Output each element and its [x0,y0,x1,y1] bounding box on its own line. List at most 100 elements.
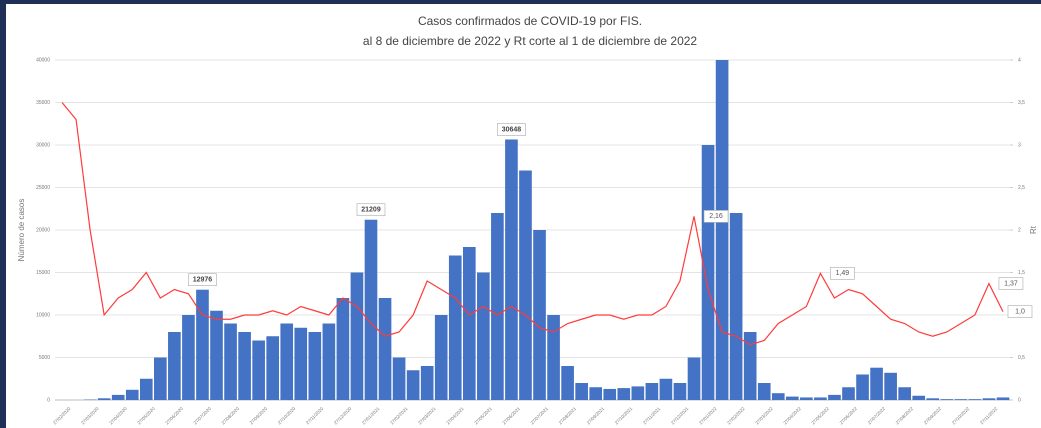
bar [182,315,195,400]
bar [842,387,855,400]
bar [125,389,139,400]
bar [743,332,757,400]
bar [378,298,392,400]
y2-tick-label: 3 [1018,142,1021,148]
bar [280,323,294,400]
y-tick-label: 20000 [36,227,50,233]
bar [645,383,659,400]
y-tick-label: 15000 [36,270,50,276]
bar [603,388,617,400]
bar [701,145,715,400]
y-tick-label: 30000 [36,142,50,148]
bar [729,213,743,400]
y-tick-label: 40000 [36,57,50,63]
y2-tick-label: 0 [1018,397,1021,403]
data-label-box [830,267,855,280]
bar [139,378,153,400]
y2-tick-label: 3,5 [1018,100,1025,106]
bar [926,398,940,400]
bar [954,399,968,400]
bar [350,272,364,400]
bar [322,323,336,400]
y2-tick-label: 2,5 [1018,185,1025,191]
y-tick-label: 0 [47,397,50,403]
bar [238,332,251,400]
rt-line [61,102,1004,346]
bar [940,399,954,400]
y-tick-label: 10000 [36,312,50,318]
bar [561,366,574,400]
bar [505,139,518,400]
bar [252,340,265,400]
bar [97,398,111,400]
bar [448,255,462,400]
y-tick-label: 25000 [36,185,50,191]
y2-axis-label: Rt [1029,225,1038,234]
bar [673,383,687,400]
chart-title: Casos confirmados de COVID-19 por FIS. [418,14,642,28]
bar [659,378,673,400]
bar [870,367,883,400]
data-label: 21209 [361,207,381,214]
bar [814,397,827,400]
data-label-box [998,277,1024,290]
y-axis-label: Número de casos [17,199,26,262]
data-label-box [1007,305,1033,318]
data-label: 30648 [502,126,522,133]
bar [364,219,378,400]
bar [996,397,1010,400]
bar [477,272,490,400]
bar [168,332,181,400]
bar [210,310,223,400]
bar [406,370,420,400]
y2-tick-label: 4 [1018,57,1021,63]
bar [196,289,209,400]
y-tick-label: 35000 [36,100,50,106]
bar [617,388,631,400]
bar [757,383,771,400]
bar [856,374,869,400]
bar [771,393,785,400]
bar [224,323,237,400]
bar [519,170,532,400]
bar [575,383,588,400]
bar [491,213,504,400]
bar [308,332,322,400]
data-label: 1,0 [1015,308,1025,315]
data-label-box [703,210,729,223]
bar [111,394,125,400]
bar [631,386,645,400]
y2-tick-label: 0,5 [1018,355,1025,361]
bar [420,366,434,400]
bar [266,336,280,400]
bar [294,327,308,400]
y2-tick-label: 2 [1018,227,1021,233]
data-label: 1,37 [1004,280,1018,287]
bar [898,387,911,400]
bar [828,394,841,400]
bar [687,357,701,400]
bar [884,372,897,400]
bar [912,395,926,400]
bar [785,396,799,400]
bar [800,397,813,400]
chart-subtitle: al 8 de diciembre de 2022 y Rt corte al … [363,34,698,48]
bar [462,247,476,400]
bar [434,315,448,400]
bar [547,315,560,400]
data-label-box [188,273,217,287]
data-label: 12976 [193,277,213,284]
data-label: 2,16 [709,213,723,220]
y-tick-label: 5000 [39,355,50,361]
bar [533,230,546,400]
bar [154,357,167,400]
bar [968,399,982,400]
y2-tick-label: 1,5 [1018,270,1025,276]
bar [336,298,350,400]
data-label: 1,49 [836,270,850,277]
data-label-box [356,203,386,217]
bar [715,60,729,400]
bar [392,357,406,400]
